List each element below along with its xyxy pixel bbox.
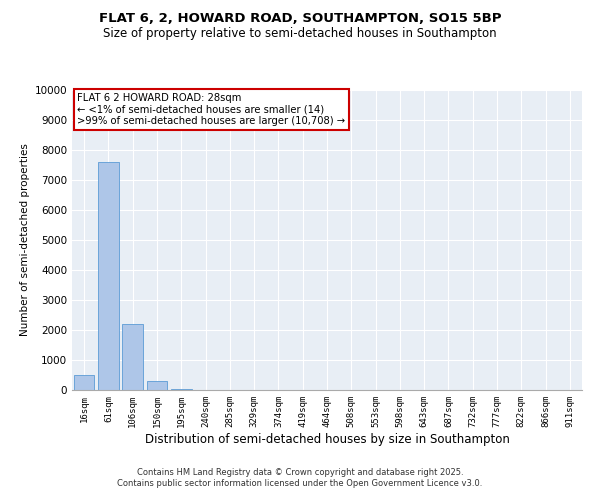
Y-axis label: Number of semi-detached properties: Number of semi-detached properties	[20, 144, 31, 336]
Bar	[171, 389, 191, 390]
X-axis label: Distribution of semi-detached houses by size in Southampton: Distribution of semi-detached houses by …	[145, 432, 509, 446]
Text: Size of property relative to semi-detached houses in Southampton: Size of property relative to semi-detach…	[103, 28, 497, 40]
Bar	[74, 375, 94, 390]
Text: Contains HM Land Registry data © Crown copyright and database right 2025.
Contai: Contains HM Land Registry data © Crown c…	[118, 468, 482, 487]
Text: FLAT 6 2 HOWARD ROAD: 28sqm
← <1% of semi-detached houses are smaller (14)
>99% : FLAT 6 2 HOWARD ROAD: 28sqm ← <1% of sem…	[77, 93, 345, 126]
Bar	[98, 162, 119, 390]
Bar	[122, 324, 143, 390]
Bar	[146, 382, 167, 390]
Text: FLAT 6, 2, HOWARD ROAD, SOUTHAMPTON, SO15 5BP: FLAT 6, 2, HOWARD ROAD, SOUTHAMPTON, SO1…	[99, 12, 501, 26]
